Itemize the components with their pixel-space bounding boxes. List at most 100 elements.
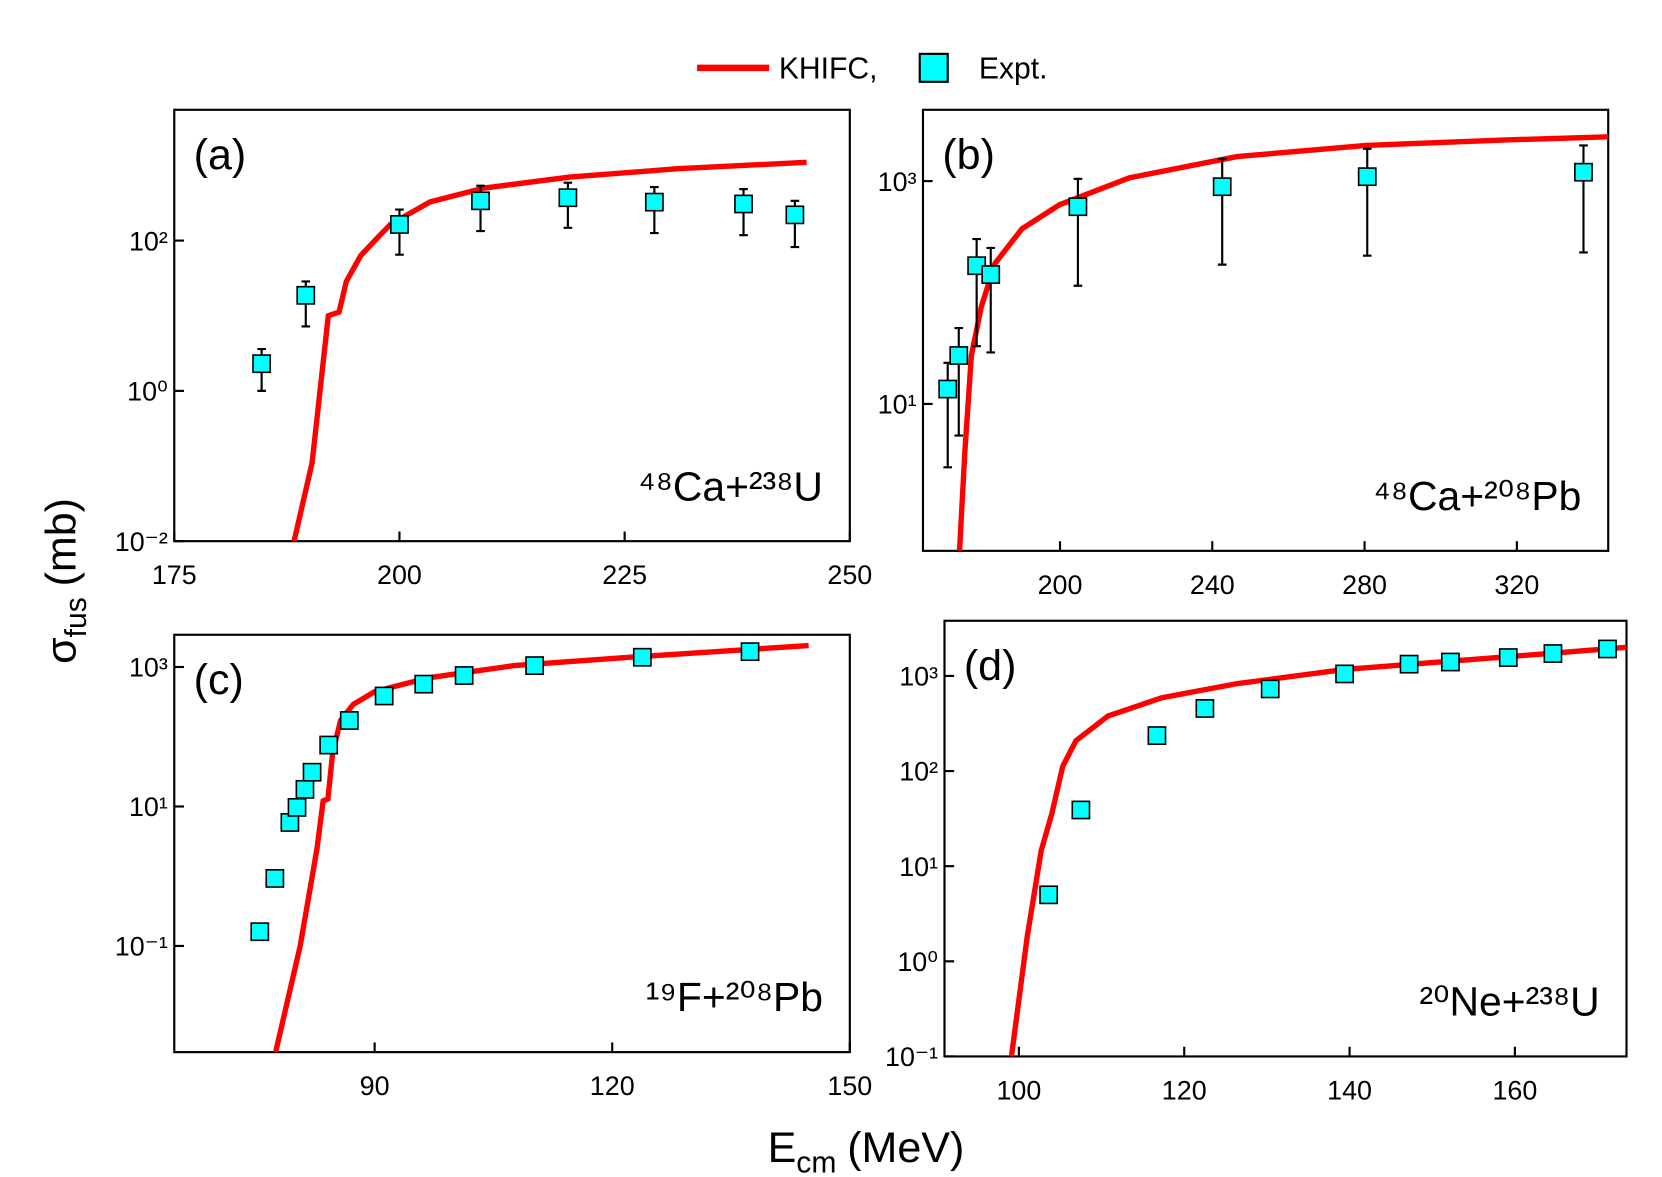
- data-point: [1212, 177, 1232, 197]
- data-point: [1441, 652, 1460, 672]
- error-bar: [943, 361, 953, 469]
- x-axis-symbol: E: [768, 1124, 797, 1172]
- legend: KHIFC, Expt.: [697, 53, 1048, 86]
- data-point: [295, 779, 315, 799]
- reaction-label: ²⁰Ne+²³⁸U: [1420, 979, 1600, 1025]
- plot-frame: [921, 108, 1610, 552]
- data-point: [302, 762, 322, 782]
- x-tick-label: 280: [1342, 570, 1387, 600]
- panel-label: (c): [194, 656, 244, 704]
- reaction-label: ¹⁹F+²⁰⁸Pb: [646, 974, 823, 1020]
- data-point: [287, 797, 307, 817]
- data-point: [1543, 644, 1563, 663]
- data-point: [1574, 162, 1593, 182]
- x-tick-label: 320: [1494, 570, 1539, 600]
- x-tick-label: 200: [377, 560, 422, 590]
- error-bar: [1073, 177, 1083, 287]
- model-curve: [956, 134, 1609, 551]
- panel: 200 240 280 320 10¹ 10³ (b) ⁴⁸Ca+²⁰⁸Pb: [878, 108, 1610, 600]
- y-tick-label: 10⁻¹: [885, 1042, 938, 1072]
- plot-frame: [173, 108, 851, 543]
- data-point: [265, 868, 285, 888]
- data-point: [339, 711, 359, 730]
- y-tick-label: 10⁰: [897, 947, 938, 977]
- x-tick-label: 200: [1038, 570, 1083, 600]
- x-axis-unit: (MeV): [847, 1124, 964, 1172]
- x-tick-label: 150: [827, 1071, 872, 1101]
- data-point: [319, 735, 339, 755]
- x-tick-label: 120: [590, 1071, 635, 1101]
- data-point: [949, 346, 969, 365]
- x-tick-label: 120: [1162, 1075, 1207, 1105]
- plot-area: [250, 642, 809, 1053]
- error-bar: [1217, 157, 1227, 266]
- y-tick-label: 10¹: [899, 852, 938, 882]
- x-axis-subscript: cm: [796, 1147, 836, 1177]
- data-point: [1357, 167, 1377, 187]
- data-point: [734, 194, 753, 214]
- plot-area: [1008, 639, 1627, 1057]
- y-tick-label: 10³: [878, 167, 917, 197]
- data-point: [414, 674, 434, 694]
- model-curve: [291, 159, 807, 542]
- panel: 175 200 225 250 10⁻² 10⁰ 10² (a) ⁴⁸Ca+²³⁸U: [115, 108, 872, 590]
- data-point: [1260, 679, 1280, 699]
- y-tick-label: 10²: [899, 757, 938, 787]
- data-point: [296, 285, 316, 305]
- panel-label: (b): [942, 131, 995, 179]
- data-point: [785, 205, 805, 225]
- panel: 100 120 140 160 10⁻¹ 10⁰ 10¹ 10² 10³ (d) ²⁰Ne+²³⁸U: [885, 619, 1628, 1105]
- y-axis-title: σfus (mb): [37, 498, 93, 664]
- data-point: [981, 265, 1001, 284]
- data-point: [525, 656, 545, 676]
- data-point: [1195, 699, 1215, 718]
- y-tick-label: 10¹: [878, 390, 917, 420]
- data-point: [1039, 885, 1059, 905]
- data-point: [1399, 654, 1419, 674]
- y-tick-label: 10²: [129, 226, 168, 256]
- data-point: [1335, 664, 1355, 684]
- x-tick-label: 90: [360, 1071, 390, 1101]
- data-point: [644, 192, 664, 212]
- x-tick-label: 250: [827, 560, 872, 590]
- data-point: [1147, 726, 1167, 745]
- reaction-label: ⁴⁸Ca+²³⁸U: [638, 463, 823, 509]
- y-tick-label: 10⁻²: [115, 527, 168, 557]
- data-point: [471, 191, 490, 211]
- x-tick-label: 100: [996, 1075, 1041, 1105]
- y-tick-label: 10³: [129, 653, 168, 683]
- data-point: [374, 686, 394, 706]
- plot-frame: [943, 619, 1628, 1058]
- y-axis-subscript: fus: [60, 597, 93, 637]
- y-axis-unit: (mb): [37, 498, 85, 586]
- legend-label: Expt.: [979, 53, 1048, 86]
- data-point: [632, 647, 652, 667]
- x-tick-label: 240: [1190, 570, 1235, 600]
- plot-area: [252, 159, 807, 542]
- data-point: [1598, 639, 1617, 659]
- data-point: [1498, 648, 1518, 667]
- data-point: [1071, 800, 1091, 820]
- y-tick-label: 10³: [899, 662, 938, 692]
- data-point: [1068, 197, 1088, 217]
- data-point: [252, 354, 272, 374]
- panel: 90 120 150 10⁻¹ 10¹ 10³ (c) ¹⁹F+²⁰⁸Pb: [115, 633, 872, 1101]
- error-bar: [954, 326, 964, 437]
- x-tick-label: 140: [1327, 1075, 1372, 1105]
- y-tick-label: 10⁻¹: [115, 932, 168, 962]
- data-point: [938, 379, 958, 399]
- x-axis-title: Ecm (MeV): [768, 1124, 965, 1177]
- error-bar: [1579, 144, 1588, 254]
- model-curve: [1008, 644, 1627, 1057]
- x-tick-label: 175: [152, 560, 197, 590]
- y-axis-symbol: σ: [37, 637, 85, 664]
- data-point: [390, 215, 409, 234]
- reaction-label: ⁴⁸Ca+²⁰⁸Pb: [1373, 473, 1581, 519]
- error-bar: [972, 237, 981, 348]
- panel-label: (a): [194, 131, 247, 179]
- y-tick-label: 10¹: [129, 792, 168, 822]
- y-tick-label: 10⁰: [127, 377, 168, 407]
- data-point: [558, 188, 578, 208]
- data-point: [250, 922, 270, 942]
